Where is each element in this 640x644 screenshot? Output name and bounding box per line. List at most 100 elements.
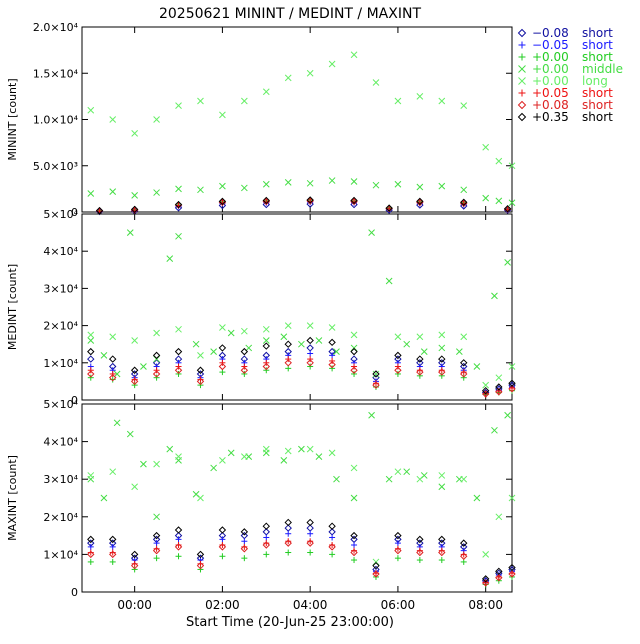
legend-marker	[517, 112, 527, 122]
data-point	[394, 555, 401, 562]
legend-entry: +0.05 short	[518, 86, 613, 100]
data-point	[153, 367, 160, 374]
data-point	[328, 324, 336, 331]
data-point	[197, 352, 204, 359]
data-point	[262, 180, 270, 188]
data-point	[460, 359, 468, 367]
legend-entry: +0.08 short	[517, 98, 613, 112]
data-point	[455, 348, 463, 355]
data-point	[298, 340, 305, 348]
series-6	[95, 197, 512, 215]
data-point	[482, 551, 490, 558]
data-point	[241, 538, 248, 545]
data-point	[394, 333, 402, 341]
y-tick-label: 0	[71, 586, 78, 599]
series-4	[87, 51, 516, 170]
data-point	[333, 475, 340, 483]
data-point	[438, 548, 446, 557]
data-point	[508, 494, 516, 502]
data-point	[350, 535, 358, 544]
legend-offset: −0.05	[532, 38, 569, 52]
series-2	[87, 549, 515, 588]
data-point	[262, 541, 270, 549]
data-point	[460, 369, 467, 376]
data-point	[109, 116, 117, 123]
series-1	[87, 350, 515, 397]
data-point	[306, 197, 314, 205]
data-point	[263, 551, 270, 558]
series-7	[87, 336, 516, 395]
y-tick-label: 1.0×10⁴	[33, 114, 79, 127]
y-tick-label: 1×10⁴	[43, 548, 78, 561]
panels-layer: 0 5.0×10³ 1.0×10⁴ 1.5×10⁴ 2.0×10⁴ MININT [cou…	[6, 21, 516, 612]
panel-3-frame	[81, 403, 513, 593]
data-point	[153, 355, 160, 363]
series-7	[95, 196, 512, 215]
data-point	[218, 362, 227, 371]
data-point	[130, 550, 139, 559]
data-point	[131, 130, 139, 137]
data-point	[87, 190, 95, 197]
legend-marker	[517, 100, 527, 110]
y-tick-label: 0	[71, 394, 78, 407]
data-point	[175, 232, 182, 240]
y-tick-label: 1×10⁴	[43, 357, 78, 370]
data-point	[109, 550, 117, 559]
data-point	[306, 539, 314, 547]
data-point	[491, 292, 498, 300]
data-point	[394, 545, 401, 552]
panel-3-ylabel: MAXINT [count]	[6, 455, 19, 541]
data-point	[394, 363, 401, 370]
data-point	[438, 483, 446, 491]
panel-1-frame	[81, 26, 513, 213]
data-point	[508, 385, 516, 393]
data-point	[482, 381, 490, 389]
data-point	[175, 363, 182, 370]
data-point	[126, 229, 134, 236]
data-point	[219, 182, 226, 190]
data-point	[87, 549, 94, 556]
data-point	[394, 540, 401, 547]
data-point	[197, 566, 204, 573]
data-point	[394, 531, 402, 540]
data-point	[385, 277, 393, 285]
data-point	[491, 426, 498, 434]
data-point	[460, 552, 468, 560]
data-point	[473, 494, 481, 502]
data-point	[130, 561, 139, 570]
data-point	[153, 540, 160, 547]
data-point	[495, 157, 503, 165]
data-point	[481, 390, 490, 398]
data-point	[152, 370, 161, 378]
series-4	[87, 322, 516, 389]
data-point	[385, 204, 393, 212]
data-point	[262, 342, 270, 350]
data-point	[416, 198, 424, 206]
data-point	[306, 200, 314, 208]
data-point	[495, 383, 503, 391]
data-point	[504, 259, 511, 266]
series-5	[87, 538, 515, 586]
data-point	[262, 200, 270, 209]
data-point	[438, 331, 446, 339]
data-point	[329, 551, 336, 558]
series-6	[87, 539, 516, 587]
data-point	[262, 88, 270, 96]
data-point	[307, 356, 314, 363]
data-point	[192, 340, 200, 348]
data-point	[130, 377, 139, 386]
data-point	[368, 229, 375, 236]
data-point	[153, 513, 160, 521]
data-point	[307, 350, 314, 357]
data-point	[126, 430, 134, 438]
data-point	[109, 355, 117, 363]
data-point	[87, 347, 95, 356]
data-point	[473, 363, 481, 370]
data-point	[372, 370, 380, 378]
data-point	[131, 337, 139, 344]
data-point	[219, 324, 226, 331]
data-point	[351, 363, 358, 370]
data-point	[508, 563, 516, 572]
panel-1-ylabel: MININT [count]	[6, 78, 19, 160]
data-point	[109, 376, 116, 383]
